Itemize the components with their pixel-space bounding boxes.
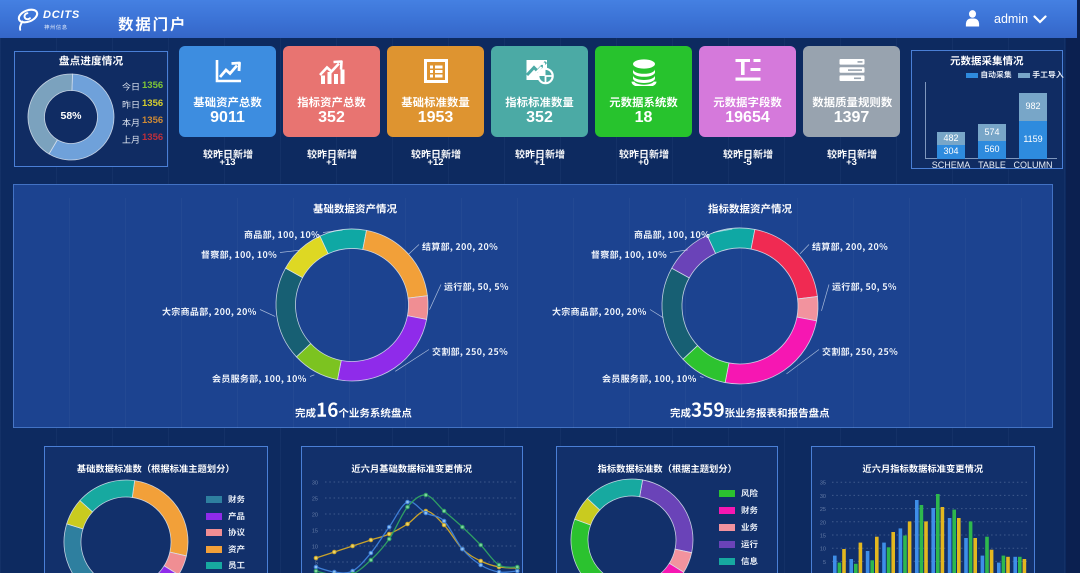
svg-text:20: 20 — [312, 513, 318, 519]
svg-text:10: 10 — [312, 545, 318, 551]
svg-text:15: 15 — [312, 529, 318, 535]
svg-text:5: 5 — [823, 560, 826, 566]
svg-text:30: 30 — [820, 494, 826, 500]
svg-text:15: 15 — [820, 534, 826, 540]
svg-text:10: 10 — [820, 547, 826, 553]
svg-text:25: 25 — [312, 497, 318, 503]
svg-text:25: 25 — [820, 507, 826, 513]
svg-text:30: 30 — [312, 481, 318, 487]
svg-text:20: 20 — [820, 520, 826, 526]
svg-text:5: 5 — [315, 561, 318, 567]
svg-text:35: 35 — [820, 481, 826, 487]
